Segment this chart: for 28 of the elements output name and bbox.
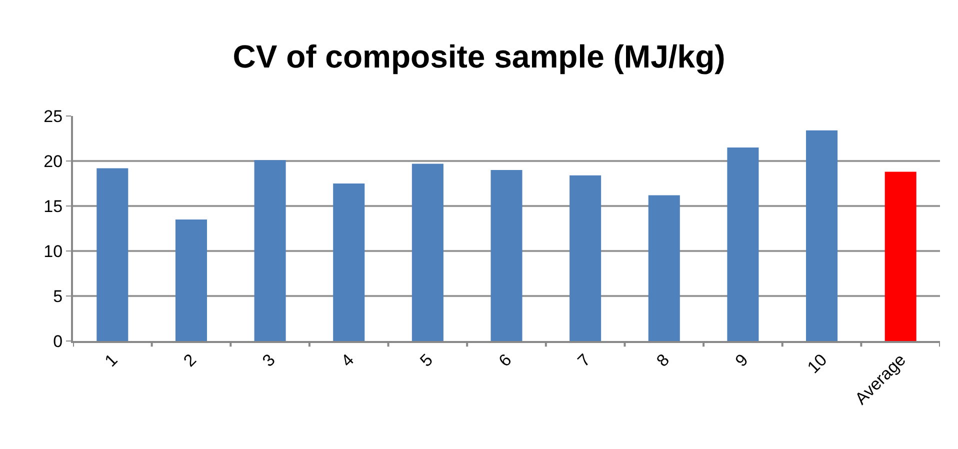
x-tick-label: 9 (732, 350, 752, 370)
y-tick-label: 25 (44, 106, 63, 126)
y-tick-label: 15 (44, 196, 63, 216)
x-tick-label: 6 (495, 350, 516, 370)
x-tick-label: 1 (101, 350, 122, 370)
y-tick-label: 20 (44, 152, 63, 171)
bar (490, 170, 522, 341)
bar (727, 148, 759, 341)
x-tick-label: 7 (574, 350, 594, 370)
chart-title: CV of composite sample (MJ/kg) (232, 38, 726, 74)
x-tick-label: 2 (180, 350, 200, 370)
bar (254, 160, 286, 341)
bar (96, 168, 128, 341)
x-tick-label: 3 (258, 350, 279, 370)
bar (884, 172, 916, 341)
x-tick-label: 5 (416, 350, 437, 370)
y-tick-label: 5 (53, 286, 63, 306)
bar (570, 175, 602, 341)
x-tick-label: 10 (804, 350, 831, 378)
bar (648, 195, 680, 341)
y-tick-label: 0 (53, 332, 63, 351)
y-tick-label: 10 (44, 242, 63, 261)
bar (175, 220, 207, 341)
bar (412, 164, 444, 341)
bar (333, 184, 365, 341)
x-tick-label: 8 (652, 350, 673, 370)
bar (806, 130, 838, 341)
x-tick-label: 4 (338, 350, 358, 370)
